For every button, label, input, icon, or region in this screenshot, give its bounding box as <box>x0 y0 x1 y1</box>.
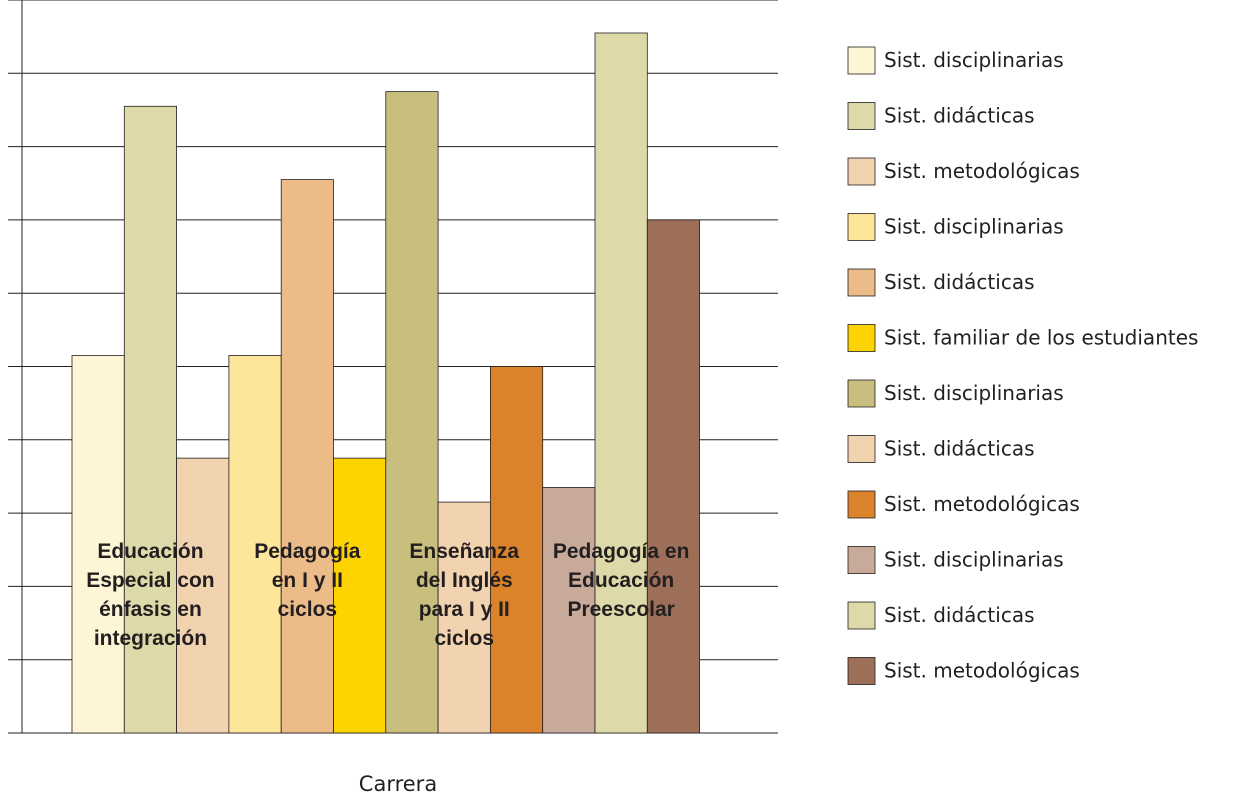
category-label-line: ciclos <box>434 627 494 650</box>
category-label-line: integración <box>94 627 207 650</box>
bar <box>385 91 439 734</box>
bar <box>489 366 544 734</box>
bar <box>228 355 282 734</box>
category-label: Enseñanza del Inglés para I y II ciclos <box>409 540 519 650</box>
legend-item: Sist. disciplinarias <box>847 46 1064 75</box>
legend-label: Sist. disciplinarias <box>884 548 1064 572</box>
category-label-line: Especial con <box>86 569 214 592</box>
legend-swatch <box>847 601 876 630</box>
legend-item: Sist. disciplinarias <box>847 379 1064 408</box>
bar <box>71 355 125 734</box>
legend-swatch <box>847 546 876 574</box>
category-label: Pedagogía en I y II ciclos <box>254 540 361 621</box>
legend-label: Sist. disciplinarias <box>884 215 1064 239</box>
bar <box>437 501 491 734</box>
legend-swatch <box>847 657 876 685</box>
legend-label: Sist. didácticas <box>884 437 1035 461</box>
bar <box>176 457 230 734</box>
category-labels: Educación Especial con énfasis en integraci… <box>86 540 689 650</box>
legend-label: Sist. metodológicas <box>884 159 1080 183</box>
legend-label: Sist. disciplinarias <box>884 48 1064 72</box>
bar <box>333 457 387 734</box>
legend-item: Sist. didácticas <box>847 268 1035 297</box>
legend-swatch <box>847 435 876 463</box>
legend-item: Sist. didácticas <box>847 601 1035 630</box>
bar <box>542 487 596 734</box>
legend-swatch <box>847 268 876 297</box>
legend-item: Sist. familiar de los estudiantes <box>847 324 1198 352</box>
legend-swatch <box>847 157 876 186</box>
legend-swatch <box>847 102 876 130</box>
x-axis-label: Carrera <box>359 772 437 795</box>
category-label-line: Preescolar <box>567 598 674 621</box>
legend-item: Sist. metodológicas <box>847 490 1080 519</box>
legend-swatch <box>847 213 876 241</box>
legend-item: Sist. metodológicas <box>847 657 1080 685</box>
category-label: Educación Especial con énfasis en integraci… <box>86 540 214 650</box>
category-label-line: Pedagogía en <box>553 540 690 563</box>
legend-label: Sist. didácticas <box>884 104 1035 128</box>
category-label-line: ciclos <box>278 598 338 621</box>
category-label-line: Enseñanza <box>409 540 519 563</box>
category-label-line: Educación <box>568 569 674 592</box>
bar <box>646 219 700 734</box>
category-label-line: Educación <box>97 540 203 563</box>
legend-label: Sist. didácticas <box>884 270 1035 294</box>
legend-label: Sist. disciplinarias <box>884 381 1064 405</box>
category-label-line: en I y II <box>272 569 343 592</box>
category-label-line: para I y II <box>419 598 510 621</box>
category-label-line: del Inglés <box>416 569 513 592</box>
bar <box>123 105 178 734</box>
bar <box>280 179 334 734</box>
legend-item: Sist. disciplinarias <box>847 546 1064 574</box>
bars <box>71 32 700 734</box>
legend-label: Sist. familiar de los estudiantes <box>884 326 1198 350</box>
legend-swatch <box>847 324 876 352</box>
legend-label: Sist. didácticas <box>884 603 1035 627</box>
legend-item: Sist. didácticas <box>847 102 1035 130</box>
legend-label: Sist. metodológicas <box>884 659 1080 683</box>
legend-swatch <box>847 490 876 519</box>
legend: Sist. disciplinarias Sist. didácticas Sist… <box>847 46 1198 685</box>
bar <box>594 32 648 734</box>
legend-label: Sist. metodológicas <box>884 492 1080 516</box>
legend-item: Sist. didácticas <box>847 435 1035 463</box>
legend-swatch <box>847 46 876 75</box>
legend-swatch <box>847 379 876 408</box>
category-label-line: énfasis en <box>99 598 202 621</box>
category-label-line: Pedagogía <box>254 540 361 563</box>
legend-item: Sist. disciplinarias <box>847 213 1064 241</box>
legend-item: Sist. metodológicas <box>847 157 1080 186</box>
category-label: Pedagogía en Educación Preescolar <box>553 540 690 621</box>
